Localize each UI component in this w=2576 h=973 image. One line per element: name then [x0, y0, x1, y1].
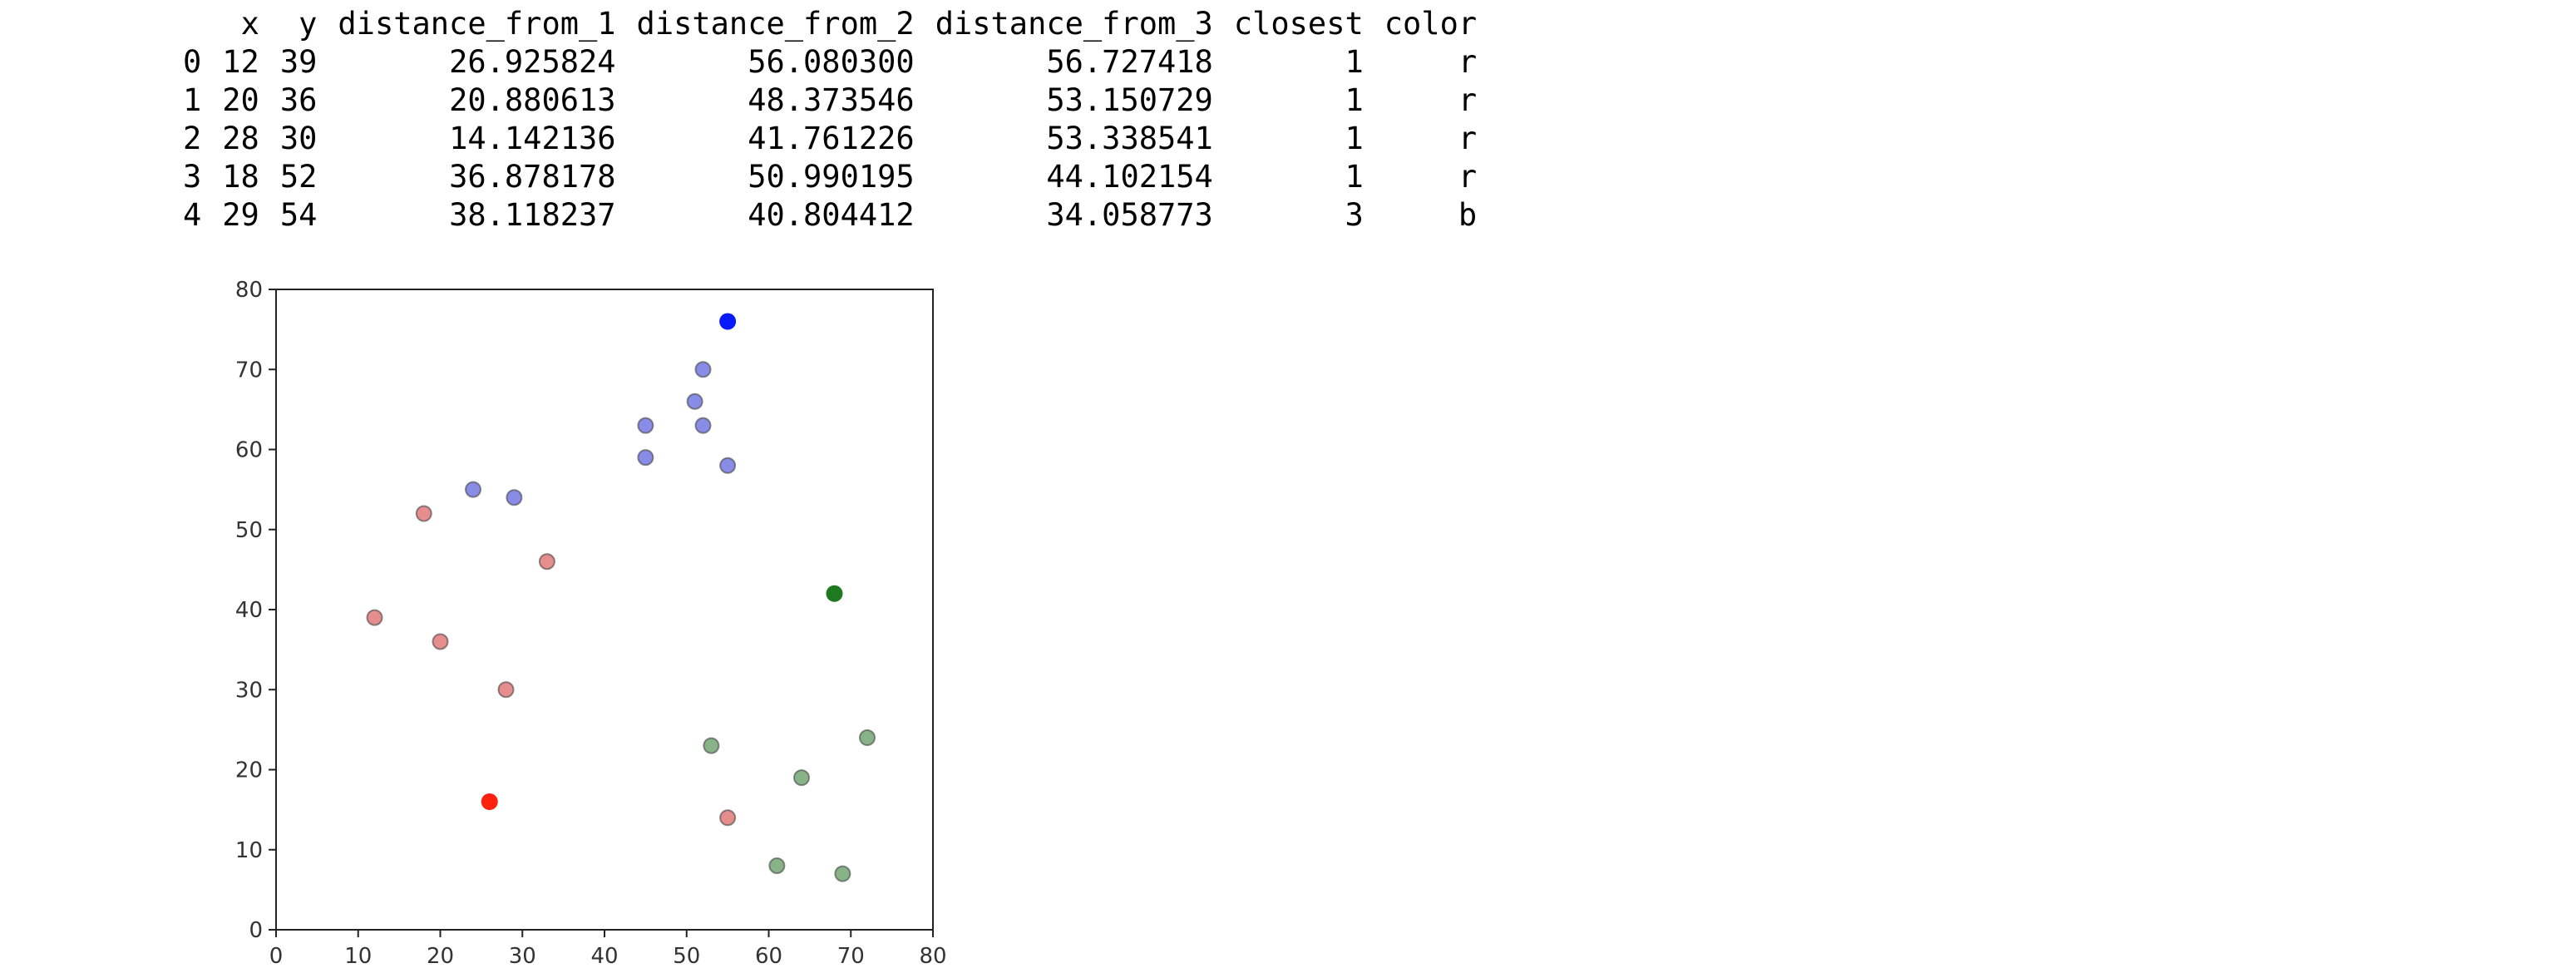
data-point-r	[497, 681, 515, 699]
color-cell: r	[1458, 121, 1478, 156]
x-tick-label: 30	[509, 944, 536, 969]
distance-from-1-cell: 38.118237	[449, 197, 616, 233]
color-cell: b	[1458, 197, 1478, 233]
distance-from-3-cell: 56.727418	[1046, 44, 1213, 80]
distance-from-2-cell: 50.990195	[748, 159, 915, 195]
y-tick-label: 50	[235, 518, 263, 543]
y-tick-label: 70	[235, 358, 263, 383]
x-tick-label: 10	[344, 944, 372, 969]
distance-from-1-cell: 20.880613	[449, 82, 616, 118]
row-index: 1	[183, 82, 202, 118]
x-cell: 18	[222, 159, 259, 195]
data-point-g	[793, 769, 810, 787]
data-point-b	[719, 457, 737, 474]
closest-cell: 1	[1345, 82, 1364, 118]
data-point-r	[432, 633, 449, 650]
distance-from-1-cell: 36.878178	[449, 159, 616, 195]
data-point-b	[637, 417, 654, 434]
data-point-r	[415, 505, 432, 522]
row-index: 4	[183, 197, 202, 233]
closest-cell: 3	[1345, 197, 1364, 233]
table-row: 3 18 52 36.878178 50.990195 44.102154 1 …	[183, 158, 1477, 196]
x-tick-label: 50	[673, 944, 700, 969]
row-index: 2	[183, 121, 202, 156]
data-point-g	[768, 857, 786, 874]
data-point-b	[694, 417, 712, 434]
y-tick-label: 10	[235, 838, 263, 863]
distance-from-2-cell: 40.804412	[748, 197, 915, 233]
x-cell: 28	[222, 121, 259, 156]
data-point-b	[686, 393, 703, 410]
color-header: color	[1384, 6, 1478, 42]
x-cell: 12	[222, 44, 259, 80]
centroid-point	[481, 793, 498, 810]
dataframe-table: x y distance_from_1 distance_from_2 dist…	[183, 5, 1477, 235]
distance-from-3-cell: 53.150729	[1046, 82, 1213, 118]
data-point-r	[719, 809, 737, 827]
scatter-chart: 0 10 20 30 40 50 60 70 80 0 10 20 30 40 50 60 70 80	[235, 278, 947, 969]
distance-from-3-cell: 44.102154	[1046, 159, 1213, 195]
color-cell: r	[1458, 82, 1478, 118]
x-cell: 29	[222, 197, 259, 233]
distance-from-3-cell: 34.058773	[1046, 197, 1213, 233]
centroid-point	[826, 585, 843, 602]
data-point-g	[859, 729, 876, 746]
closest-header: closest	[1233, 6, 1364, 42]
color-cell: r	[1458, 159, 1478, 195]
y-tick-label: 80	[235, 278, 263, 303]
table-header-row: x y distance_from_1 distance_from_2 dist…	[183, 5, 1478, 43]
table-row: 0 12 39 26.925824 56.080300 56.727418 1 …	[183, 43, 1477, 81]
index-header	[183, 5, 201, 43]
y-tick-label: 30	[235, 678, 263, 703]
distance-from-2-cell: 48.373546	[748, 82, 915, 118]
distance-from-2-header: distance_from_2	[636, 6, 915, 42]
y-cell: 30	[279, 121, 318, 156]
distance-from-3-header: distance_from_3	[935, 6, 1213, 42]
y-cell: 36	[279, 82, 318, 118]
x-tick-label: 20	[427, 944, 454, 969]
data-point-r	[366, 609, 383, 626]
x-tick-label: 40	[590, 944, 618, 969]
closest-cell: 1	[1345, 159, 1364, 195]
distance-from-1-header: distance_from_1	[338, 6, 616, 42]
y-cell: 52	[279, 159, 318, 195]
y-tick-label: 20	[235, 758, 263, 783]
x-tick-label: 60	[755, 944, 782, 969]
data-point-b	[694, 361, 712, 378]
x-tick-label: 70	[837, 944, 865, 969]
data-point-b	[637, 449, 654, 467]
plot-area	[366, 313, 876, 882]
distance-from-2-cell: 41.761226	[748, 121, 915, 156]
data-point-g	[703, 737, 720, 754]
y-cell: 39	[279, 44, 318, 80]
x-cell: 20	[222, 82, 259, 118]
x-tick-label: 80	[919, 944, 946, 969]
data-point-r	[538, 553, 555, 570]
table-row: 4 29 54 38.118237 40.804412 34.058773 3 …	[183, 196, 1477, 235]
y-tick-label: 60	[235, 438, 263, 463]
closest-cell: 1	[1345, 121, 1364, 156]
color-cell: r	[1458, 44, 1478, 80]
data-point-g	[834, 865, 851, 882]
table-row: 2 28 30 14.142136 41.761226 53.338541 1 …	[183, 120, 1477, 158]
distance-from-1-cell: 14.142136	[449, 121, 616, 156]
x-tick-label: 0	[269, 944, 284, 969]
distance-from-3-cell: 53.338541	[1046, 121, 1213, 156]
data-point-b	[506, 489, 523, 506]
y-tick-label: 0	[249, 918, 263, 943]
closest-cell: 1	[1345, 44, 1364, 80]
table-row: 1 20 36 20.880613 48.373546 53.150729 1 …	[183, 81, 1477, 120]
axes: 0 10 20 30 40 50 60 70 80 0 10 20 30 40 50 60 70 80	[235, 278, 947, 969]
distance-from-1-cell: 26.925824	[449, 44, 616, 80]
row-index: 3	[183, 159, 202, 195]
centroid-point	[719, 313, 737, 330]
y-cell: 54	[279, 197, 318, 233]
row-index: 0	[183, 44, 202, 80]
y-tick-label: 40	[235, 598, 263, 623]
distance-from-2-cell: 56.080300	[748, 44, 915, 80]
x-header: x	[240, 6, 259, 42]
y-header: y	[299, 6, 318, 42]
data-point-b	[465, 481, 481, 498]
